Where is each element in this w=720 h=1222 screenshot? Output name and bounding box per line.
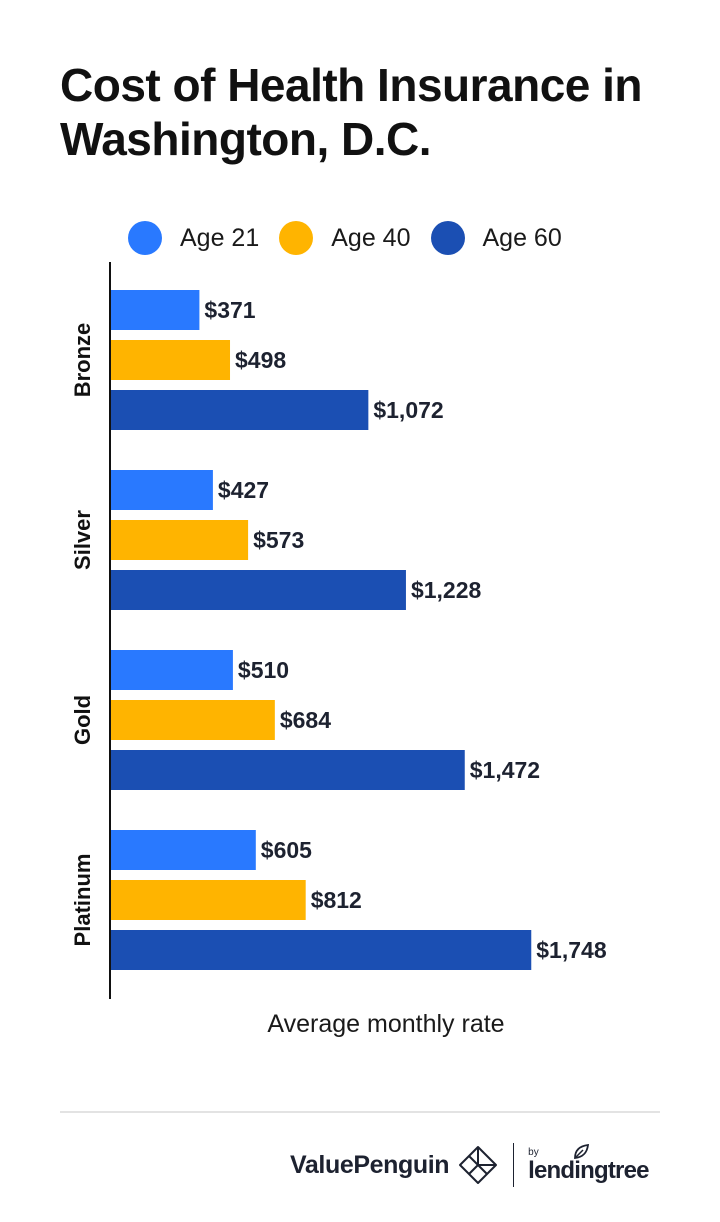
legend-item-age-60: Age 60: [430, 221, 562, 255]
footer-separator: [513, 1143, 515, 1187]
bar-platinum-age-21: [110, 830, 256, 870]
footer-branding: ValuePenguin by lendingtree: [290, 1140, 668, 1190]
category-label-platinum: Platinum: [70, 854, 95, 947]
bar-silver-age-40: [110, 520, 249, 560]
data-label: $498: [235, 347, 286, 373]
x-axis-label: Average monthly rate: [267, 1010, 505, 1038]
bar-silver-age-60: [110, 570, 406, 610]
legend-swatch: [430, 221, 465, 255]
bar-gold-age-60: [110, 750, 465, 790]
lendingtree-wordmark: lendingtree: [528, 1157, 649, 1184]
lendingtree-leaf-icon: [574, 1143, 590, 1160]
data-label: $427: [218, 477, 269, 503]
legend-label: Age 60: [482, 223, 562, 252]
legend-item-age-21: Age 21: [128, 221, 259, 255]
category-label-gold: Gold: [70, 695, 95, 745]
bar-gold-age-40: [110, 700, 275, 740]
bar-bronze-age-21: [110, 290, 200, 330]
legend-label: Age 40: [331, 223, 411, 252]
data-label: $1,072: [373, 397, 443, 423]
chart-legend: Age 21 Age 40 Age 60: [128, 220, 582, 256]
legend-item-age-40: Age 40: [279, 221, 411, 255]
data-label: $1,748: [536, 937, 607, 963]
valuepenguin-wordmark: ValuePenguin: [290, 1150, 450, 1179]
category-label-silver: Silver: [70, 510, 95, 570]
legend-label: Age 21: [180, 223, 260, 252]
data-label: $684: [280, 707, 331, 733]
data-label: $371: [204, 297, 255, 323]
legend-swatch: [279, 221, 314, 255]
valuepenguin-logo-icon: [459, 1146, 498, 1184]
bar-platinum-age-60: [110, 930, 532, 970]
data-label: $812: [311, 887, 362, 913]
data-label: $1,228: [411, 577, 482, 603]
footer-divider: [60, 1111, 660, 1113]
bar-bronze-age-60: [110, 390, 369, 430]
data-label: $573: [253, 527, 304, 553]
bar-bronze-age-40: [110, 340, 231, 380]
bar-platinum-age-40: [110, 880, 306, 920]
legend-swatch: [128, 221, 162, 255]
data-label: $510: [238, 657, 289, 683]
bar-gold-age-21: [110, 650, 233, 690]
bar-silver-age-21: [110, 470, 213, 510]
data-label: $605: [261, 837, 312, 863]
lendingtree-by-text: by: [528, 1147, 539, 1158]
chart-title: Cost of Health Insurance in Washington, …: [60, 59, 643, 165]
data-label: $1,472: [470, 757, 540, 783]
lendingtree-logo: by lendingtree: [528, 1143, 668, 1187]
category-label-bronze: Bronze: [70, 323, 95, 398]
